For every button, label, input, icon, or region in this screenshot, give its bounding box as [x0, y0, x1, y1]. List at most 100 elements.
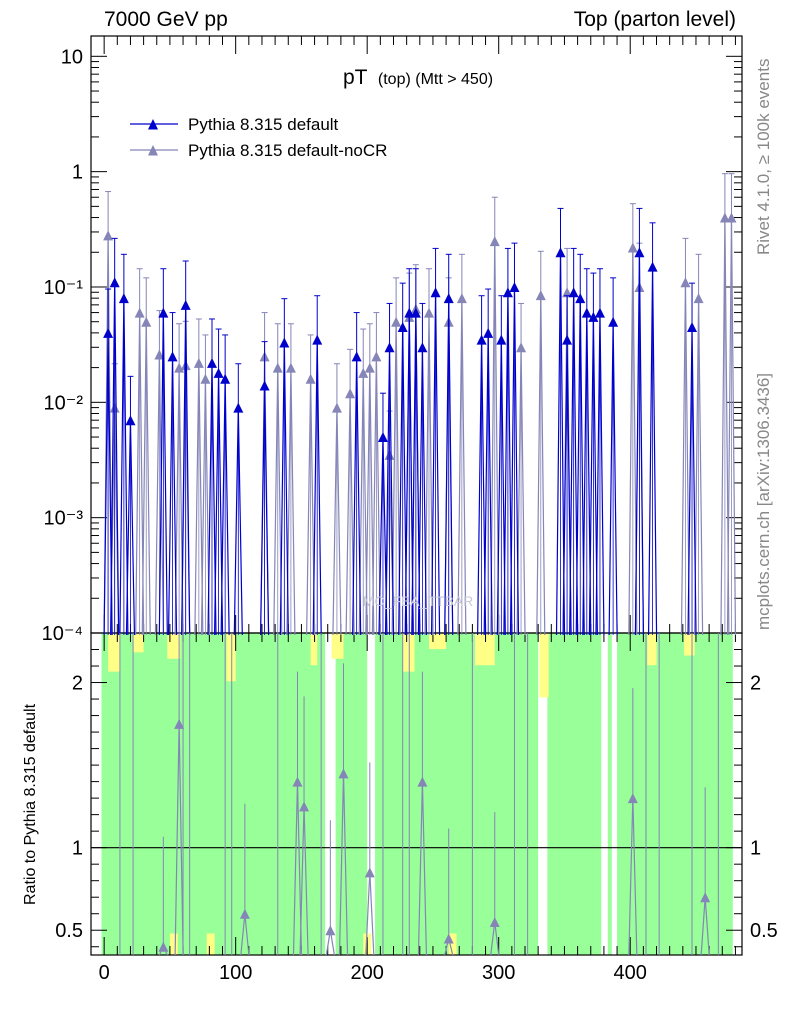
series-spike-up — [588, 316, 594, 636]
series-marker — [103, 230, 114, 241]
series-marker — [167, 351, 178, 362]
series-marker — [371, 351, 382, 362]
side-label-mcplots: mcplots.cern.ch [arXiv:1306.3436] — [754, 372, 773, 630]
series-marker — [384, 342, 395, 353]
series-spike-down — [264, 385, 270, 636]
series-spike-down — [388, 347, 395, 636]
series-marker — [417, 342, 428, 353]
ratio-band-gap-4 — [611, 633, 618, 955]
series-spike-up — [312, 339, 318, 636]
series-spike-down — [638, 252, 645, 636]
series-spike-down — [356, 356, 362, 636]
x-tick-label: 400 — [614, 962, 647, 984]
series-marker — [279, 337, 290, 348]
ratio-band-yellow-0 — [108, 633, 120, 672]
series-marker — [134, 307, 145, 318]
series-spike-up — [233, 407, 239, 636]
series-marker — [345, 388, 356, 399]
series-marker — [125, 415, 136, 426]
series-spike-up — [332, 407, 338, 636]
series-spike-up — [279, 342, 285, 636]
ratio-spike-up — [299, 806, 305, 956]
series-spike-up — [457, 298, 463, 636]
ratio-y-tick-label: 2 — [72, 673, 83, 695]
series-spike-up — [411, 312, 417, 636]
ratio-y-tick-label: 0.5 — [55, 920, 83, 942]
ratio-series — [119, 633, 719, 956]
ratio-marker — [338, 768, 349, 779]
ratio-y-tick-label-right: 1 — [750, 838, 761, 860]
ratio-series-nocr — [119, 633, 719, 956]
plot-title: pT (top) (Mtt > 450) — [343, 66, 493, 89]
x-tick-label: 300 — [482, 962, 515, 984]
series-spike-up — [417, 347, 424, 636]
legend-label-nocr: Pythia 8.315 default-noCR — [188, 141, 387, 160]
series-spike-up — [398, 326, 404, 636]
series-marker — [687, 321, 698, 332]
series-spike-down — [162, 312, 168, 636]
series-marker — [555, 247, 566, 258]
ratio-band-yellow-2 — [167, 633, 181, 659]
series-spike-down — [434, 292, 441, 636]
series-spike-up — [582, 312, 588, 636]
series-spike-up — [647, 266, 654, 636]
ratio-marker — [325, 925, 336, 936]
series-spike-down — [237, 407, 243, 636]
series-marker — [680, 277, 691, 288]
series-marker — [391, 316, 402, 327]
ratio-y-tick-label-right: 2 — [750, 673, 761, 695]
series-marker — [476, 334, 487, 345]
series-marker — [397, 321, 408, 332]
ratio-band-yellow-3 — [226, 633, 236, 682]
series-marker — [430, 287, 441, 298]
ratio-marker — [364, 867, 375, 878]
legend-label-default: Pythia 8.315 default — [188, 115, 339, 134]
x-tick-label: 100 — [219, 962, 252, 984]
ratio-marker — [627, 793, 638, 804]
series-marker — [594, 307, 605, 318]
series-marker — [483, 327, 494, 338]
side-label-rivet: Rivet 4.1.0, ≥ 100k events — [754, 58, 773, 255]
series-spike-up — [628, 247, 634, 636]
series-marker — [118, 293, 129, 304]
ratio-spike-up — [417, 781, 424, 956]
series-spike-down — [224, 378, 230, 636]
svg-text:pT (top) (Mtt > 450): pT (top) (Mtt > 450) — [343, 66, 493, 89]
tick-labels: 10 1 10⁻¹ 10⁻² 10⁻³ 10⁻⁴ 0.5 0.5 1 1 2 2 0 100 200 300 4… — [42, 46, 778, 984]
series-spike-down — [612, 321, 618, 636]
series-marker — [588, 311, 599, 322]
y-tick-label: 10 — [61, 46, 83, 68]
series-marker — [496, 334, 507, 345]
series-marker — [693, 293, 704, 304]
series-marker — [535, 290, 546, 301]
series-spike-up — [555, 252, 562, 636]
series-marker — [627, 242, 638, 253]
series-spike-down — [691, 326, 697, 636]
series-marker — [404, 307, 415, 318]
series-marker — [443, 293, 454, 304]
series-marker — [154, 349, 165, 360]
series-marker — [213, 367, 224, 378]
series-spike-up — [687, 326, 693, 636]
series-spike-down — [651, 266, 658, 636]
ratio-band-green — [101, 633, 733, 955]
series-marker — [581, 307, 592, 318]
series-marker — [608, 316, 619, 327]
y-tick-label: 10⁻¹ — [44, 277, 84, 299]
ratio-band-gap-3 — [601, 633, 608, 955]
ratio-frame — [90, 632, 743, 956]
series-spike-down — [487, 332, 493, 636]
series-marker — [647, 261, 658, 272]
series-spike-down — [336, 407, 342, 636]
series-spike-down — [114, 282, 120, 636]
ratio-band-yellow-10 — [647, 633, 657, 666]
x-tick-label: 200 — [350, 962, 383, 984]
series-lines — [103, 173, 737, 636]
series-spike-up — [110, 282, 116, 636]
series-marker — [516, 342, 527, 353]
series-spike-up — [141, 321, 147, 636]
ratio-band-gap-2 — [538, 633, 548, 955]
series-marker — [562, 334, 573, 345]
series-marker — [634, 247, 645, 258]
